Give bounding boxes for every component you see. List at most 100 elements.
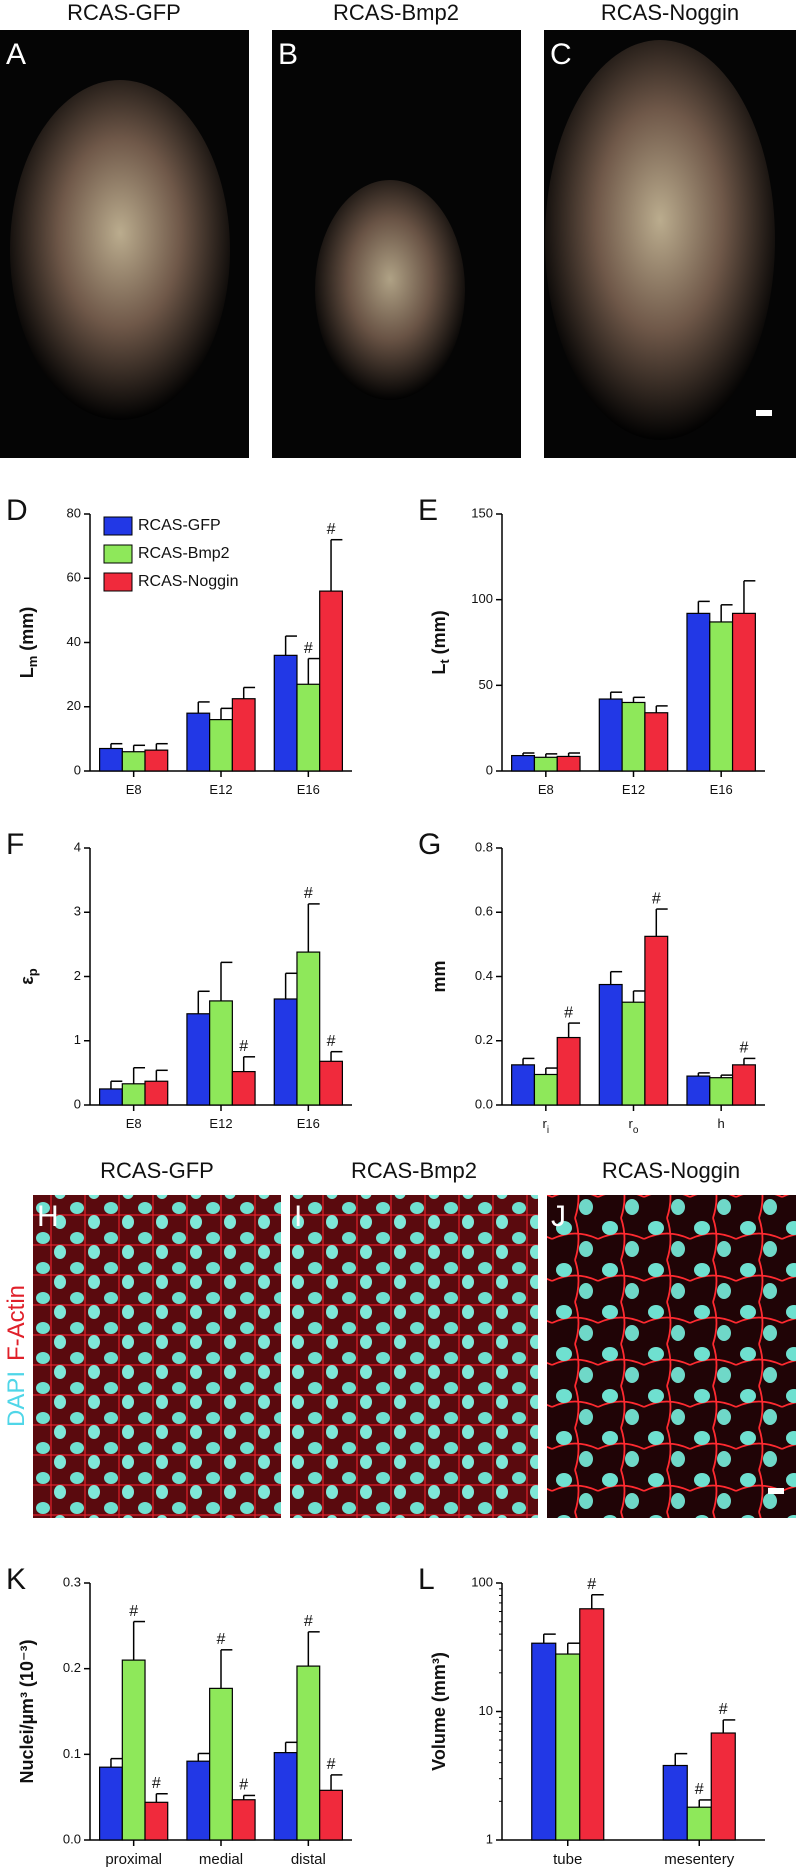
bar [296, 951, 321, 1106]
bar [99, 1088, 123, 1106]
x-tick-label-main: E12 [209, 782, 232, 797]
bar [319, 1060, 343, 1106]
significance-mark: # [152, 1775, 161, 1792]
y-tick-label: 1 [74, 1032, 81, 1047]
bar [555, 1653, 581, 1841]
x-tick-label-sub: i [547, 1125, 549, 1136]
stain-label: DAPI F-Actin [3, 1285, 30, 1427]
y-tick-label: 0 [486, 762, 493, 777]
x-tick-label-main: proximal [105, 1851, 162, 1868]
x-tick-label: medial [199, 1851, 243, 1868]
y-axis-label: mm [429, 960, 449, 992]
significance-mark: # [564, 1004, 573, 1021]
y-axis-label-sub: p [25, 968, 40, 976]
y-axis-label-main: ε [17, 976, 37, 985]
significance-mark: # [740, 1040, 749, 1057]
x-tick-label-main: E12 [622, 782, 645, 797]
panel-title: RCAS-GFP [67, 0, 181, 25]
bar [144, 749, 169, 772]
bar [319, 1789, 343, 1841]
y-axis-label-main: Nuclei/µm³ (10⁻³) [17, 1640, 37, 1784]
significance-mark: # [239, 1777, 248, 1794]
bar [533, 1073, 558, 1106]
panel-title: RCAS-Noggin [601, 0, 739, 25]
y-tick-label: 4 [74, 839, 81, 854]
bar [99, 1766, 123, 1841]
x-tick-label-main: E8 [126, 1116, 142, 1131]
significance-mark: # [217, 1631, 226, 1648]
y-tick-label: 50 [479, 677, 493, 692]
y-axis-label-main: L [17, 667, 37, 678]
x-tick-label-main: distal [291, 1851, 326, 1868]
bar [686, 612, 711, 772]
x-tick-label-main: r [543, 1116, 548, 1131]
bar [209, 1687, 233, 1841]
significance-mark: # [327, 1756, 336, 1773]
x-tick-label-main: E12 [209, 1116, 232, 1131]
bar [598, 983, 623, 1106]
y-tick-label: 0.0 [63, 1831, 81, 1846]
bar [144, 1080, 169, 1106]
panel-title: RCAS-Bmp2 [333, 0, 459, 25]
x-tick-label-main: E16 [710, 782, 733, 797]
x-tick-label: distal [291, 1851, 326, 1868]
bar [231, 1070, 256, 1106]
panel-letter: L [418, 1563, 435, 1596]
bar [209, 718, 233, 772]
x-tick-label: mesentery [664, 1851, 735, 1868]
y-tick-label: 0.1 [63, 1746, 81, 1761]
x-tick-label: tube [553, 1851, 582, 1868]
y-axis-label: Lt (mm) [429, 610, 453, 674]
x-tick-label: E12 [209, 782, 232, 797]
legend-label: RCAS-Bmp2 [138, 545, 230, 562]
stain-dapi: DAPI [3, 1371, 30, 1427]
significance-mark: # [304, 640, 313, 657]
x-tick-label-main: h [718, 1116, 725, 1131]
y-axis-label-sub: t [437, 659, 452, 664]
significance-mark: # [587, 1576, 596, 1593]
panel-letter: H [37, 1200, 59, 1233]
bar [273, 1752, 298, 1841]
x-tick-label-main: tube [553, 1851, 582, 1868]
panel-letter: F [6, 828, 24, 861]
x-tick-label-main: E16 [297, 1116, 320, 1131]
x-tick-label: E8 [126, 1116, 142, 1131]
bar [209, 1000, 233, 1106]
y-tick-label: 80 [67, 505, 81, 520]
x-tick-label: E16 [297, 1116, 320, 1131]
bar [511, 1064, 536, 1106]
y-axis-label-main: mm [429, 960, 449, 992]
y-tick-label: 40 [67, 634, 81, 649]
panel-letter: G [418, 828, 441, 861]
panel-title: RCAS-GFP [100, 1158, 214, 1183]
bar [144, 1801, 169, 1841]
legend-label: RCAS-Noggin [138, 573, 238, 590]
panel-letter: K [6, 1563, 26, 1596]
significance-mark: # [239, 1038, 248, 1055]
y-axis-label-sub: m [25, 656, 40, 668]
bar [731, 612, 756, 772]
bar [621, 1001, 646, 1106]
bar [296, 1665, 321, 1841]
y-tick-label: 60 [67, 570, 81, 585]
bar [621, 701, 646, 772]
y-tick-label: 0.2 [63, 1660, 81, 1675]
x-tick-label: ro [629, 1116, 639, 1135]
y-tick-label: 0.8 [475, 839, 493, 854]
bar [511, 754, 536, 772]
bar [121, 751, 146, 772]
significance-mark: # [652, 890, 661, 907]
y-axis-label: εp [17, 968, 41, 985]
bar [121, 1659, 146, 1841]
significance-mark: # [719, 1701, 728, 1718]
x-tick-label: E16 [297, 782, 320, 797]
legend-swatch [103, 572, 133, 592]
bar [710, 1732, 736, 1841]
significance-mark: # [695, 1781, 704, 1798]
top-photos [0, 30, 796, 458]
y-axis-label-unit: (mm) [17, 607, 37, 656]
significance-mark: # [304, 1613, 313, 1630]
y-tick-label: 2 [74, 968, 81, 983]
y-tick-label: 0.0 [475, 1096, 493, 1111]
